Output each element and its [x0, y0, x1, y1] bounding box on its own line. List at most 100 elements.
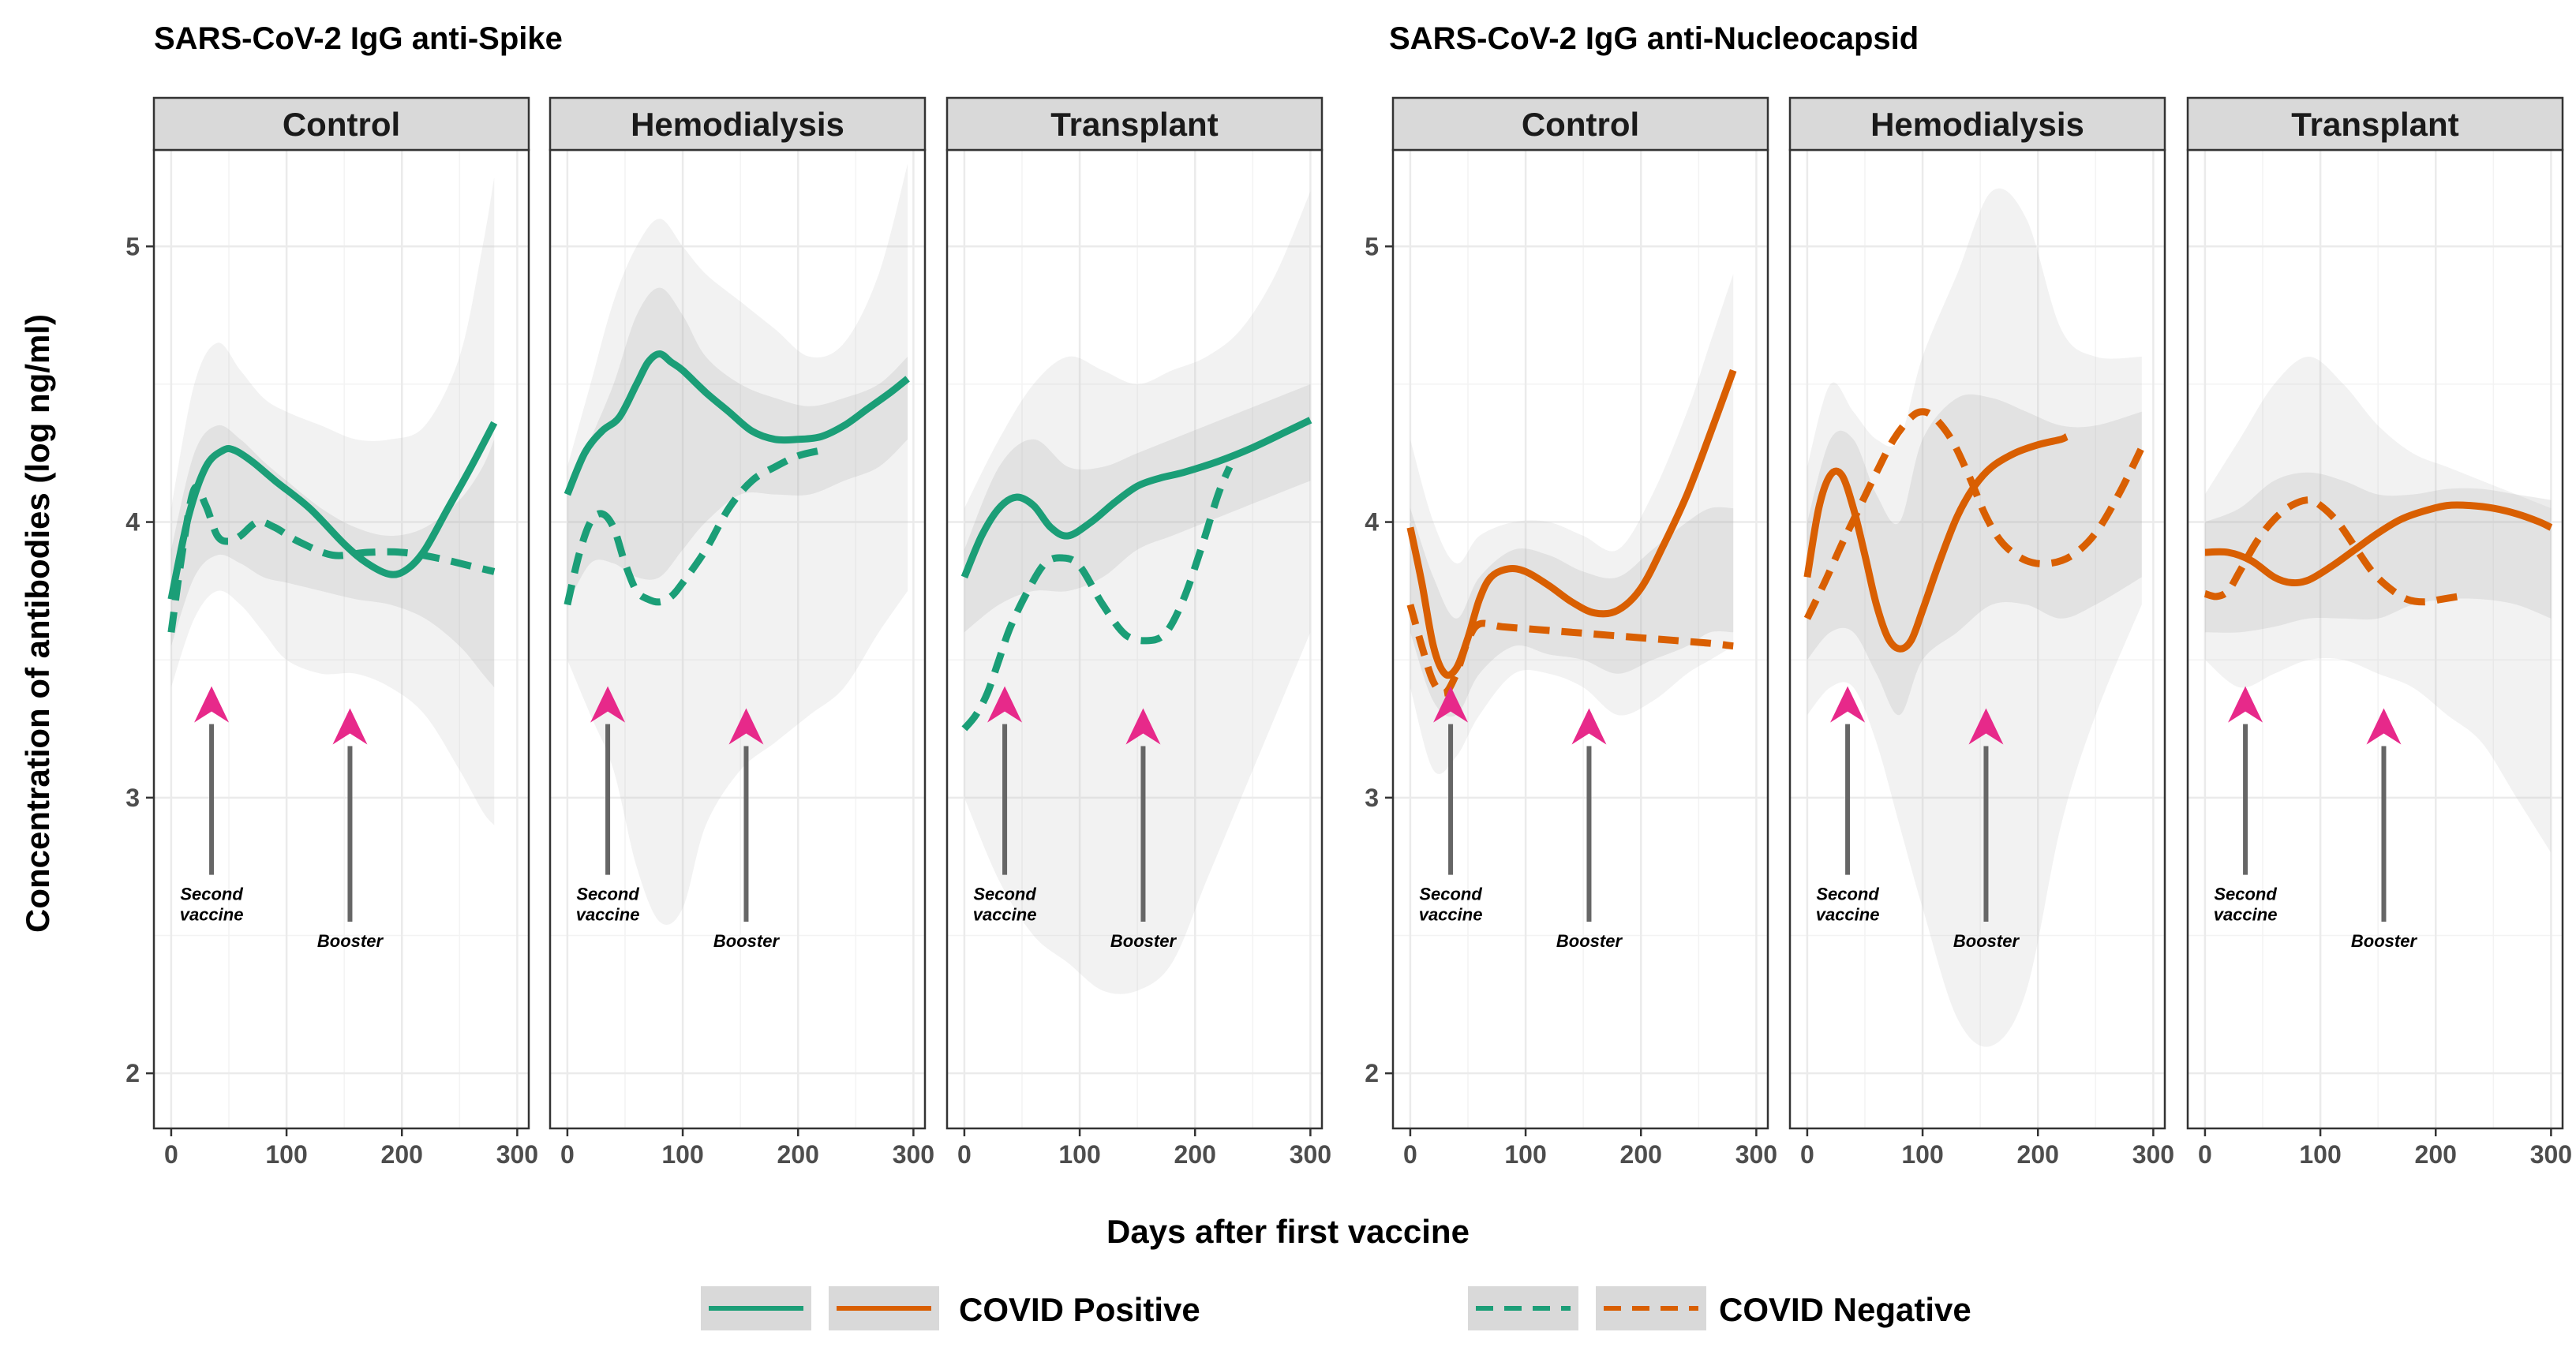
- panel-strip: [1391, 96, 1769, 152]
- panel-strip: [2186, 96, 2564, 152]
- annotation-label: Booster: [1953, 931, 2020, 951]
- series-lines: [167, 421, 498, 633]
- series-lines: [960, 417, 1312, 731]
- series-line-covid-negative: [167, 483, 496, 633]
- confidence-band-inner: [567, 287, 908, 605]
- x-tick-label: 100: [265, 1140, 307, 1169]
- annotation-arrow-head: [728, 708, 764, 745]
- confidence-band-outer: [964, 191, 1311, 994]
- x-tick-label: 0: [2198, 1140, 2212, 1169]
- x-tick-label: 0: [1800, 1140, 1814, 1169]
- panel-strip: [1788, 96, 2166, 152]
- annotation-label: Second: [2214, 885, 2277, 904]
- x-axis-title: Days after first vaccine: [1106, 1213, 1470, 1250]
- annotation-label: vaccine: [576, 905, 640, 925]
- confidence-band-outer: [170, 177, 495, 825]
- confidence-band-outer: [2204, 357, 2552, 853]
- group-title-spike: SARS-CoV-2 IgG anti-Spike: [154, 21, 563, 56]
- annotation-arrow-head: [1968, 708, 2004, 745]
- x-tick-label: 200: [1620, 1140, 1662, 1169]
- y-tick-label: 5: [1365, 232, 1379, 260]
- x-tick-label: 300: [1735, 1140, 1777, 1169]
- series-lines: [1803, 408, 2145, 653]
- panel-strip: [549, 96, 927, 152]
- annotation-label: vaccine: [1816, 905, 1880, 925]
- x-tick-label: 200: [381, 1140, 423, 1169]
- annotation-arrow-head: [1830, 686, 1866, 723]
- panel-strip-label: Transplant: [2291, 106, 2458, 143]
- annotation-label: Booster: [1110, 931, 1178, 951]
- y-tick-label: 2: [125, 1059, 140, 1087]
- x-tick-label: 0: [957, 1140, 972, 1169]
- y-tick-label: 3: [125, 784, 140, 812]
- panel-strip-label: Control: [283, 106, 400, 143]
- annotation-label: vaccine: [973, 905, 1037, 925]
- confidence-bands: [1410, 274, 1734, 774]
- confidence-band-inner: [2204, 472, 2552, 633]
- x-tick-label: 0: [164, 1140, 178, 1169]
- panel-strip: [945, 96, 1324, 152]
- annotation-label: Second: [180, 885, 243, 904]
- panel-strip-label: Hemodialysis: [631, 106, 844, 143]
- confidence-band-inner: [964, 384, 1311, 633]
- y-tick-label: 2: [1365, 1059, 1379, 1087]
- x-tick-label: 100: [661, 1140, 703, 1169]
- confidence-band-inner: [1807, 394, 2142, 716]
- x-tick-label: 200: [2415, 1140, 2457, 1169]
- y-tick-label: 4: [125, 508, 140, 537]
- group-title-nucleocapsid: SARS-CoV-2 IgG anti-Nucleocapsid: [1389, 21, 1919, 56]
- legend: COVID Positive COVID Negative: [701, 1286, 1971, 1330]
- annotation-arrow-head: [590, 686, 626, 723]
- series-line-covid-positive: [564, 350, 910, 496]
- x-tick-label: 200: [777, 1140, 819, 1169]
- y-tick-label: 4: [1365, 508, 1379, 537]
- legend-label-negative: COVID Negative: [1719, 1291, 1971, 1328]
- series-line-covid-negative: [2203, 496, 2460, 606]
- confidence-bands: [2204, 357, 2552, 853]
- series-line-covid-positive: [2204, 501, 2553, 587]
- legend-label-positive: COVID Positive: [959, 1291, 1200, 1328]
- series-line-covid-negative: [564, 447, 822, 606]
- series-lines: [1406, 369, 1737, 697]
- y-tick-label: 5: [125, 232, 140, 260]
- annotation-arrow-head: [2228, 686, 2263, 723]
- confidence-bands: [1807, 188, 2142, 1047]
- annotation-label: Booster: [713, 931, 781, 951]
- annotation-label: Second: [1816, 885, 1879, 904]
- annotation-label: Booster: [1556, 931, 1623, 951]
- annotation-label: Second: [973, 885, 1036, 904]
- annotation-label: vaccine: [2214, 905, 2278, 925]
- annotation-label: Booster: [317, 931, 384, 951]
- confidence-bands: [964, 191, 1311, 994]
- annotation-label: Booster: [2351, 931, 2418, 951]
- series-line-covid-positive: [960, 417, 1312, 579]
- annotation-arrow-head: [2366, 708, 2402, 745]
- confidence-band-outer: [1807, 188, 2142, 1047]
- y-tick-label: 3: [1365, 784, 1379, 812]
- series-line-covid-positive: [167, 421, 498, 601]
- series-line-covid-negative: [1406, 604, 1734, 697]
- annotation-label: vaccine: [1419, 905, 1483, 925]
- annotation-label: vaccine: [180, 905, 244, 925]
- x-tick-label: 100: [2299, 1140, 2341, 1169]
- annotation-arrow-head: [332, 708, 368, 745]
- x-tick-label: 0: [560, 1140, 575, 1169]
- panel-strip: [152, 96, 530, 152]
- y-axis-title: Concentration of antibodies (log ng/ml): [19, 314, 56, 933]
- annotation-arrow-head: [1571, 708, 1607, 745]
- x-tick-label: 100: [1504, 1140, 1546, 1169]
- annotation-arrow-head: [987, 686, 1023, 723]
- x-tick-label: 300: [893, 1140, 934, 1169]
- annotation-arrow-head: [194, 686, 230, 723]
- annotation-arrow-head: [1433, 686, 1469, 723]
- annotation-label: Second: [1419, 885, 1482, 904]
- confidence-band-outer: [1410, 274, 1734, 774]
